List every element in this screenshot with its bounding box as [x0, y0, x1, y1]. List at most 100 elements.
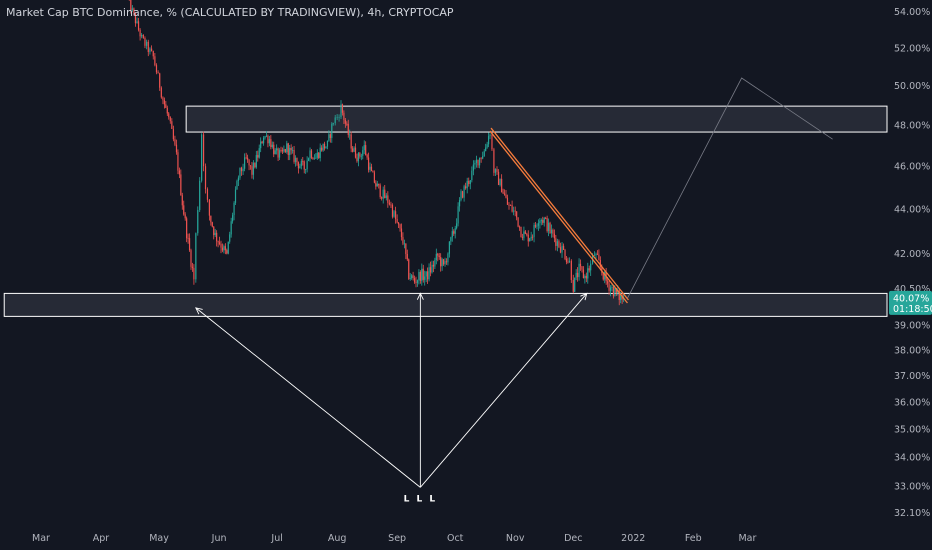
candle: [379, 183, 381, 199]
candle-body: [570, 260, 572, 280]
price-tick-label: 48.00%: [894, 121, 930, 132]
candle-body: [240, 167, 243, 172]
candle: [326, 140, 329, 150]
candle-body: [133, 8, 135, 14]
candle-body: [283, 149, 285, 152]
candle: [409, 272, 411, 281]
candle-body: [329, 134, 331, 138]
candle-body: [216, 232, 218, 242]
candle-body: [421, 268, 423, 281]
candle-body: [321, 147, 323, 151]
price-tick-label: 34.00%: [894, 453, 930, 464]
candle: [321, 145, 323, 152]
candle-body: [232, 215, 234, 222]
candle-body: [428, 267, 430, 280]
candle: [582, 266, 585, 279]
candle-body: [458, 200, 461, 207]
candle-body: [438, 255, 440, 258]
candle-body: [608, 283, 610, 291]
candle-body: [564, 249, 566, 260]
candle-body: [319, 147, 321, 159]
time-tick-label: Sep: [388, 533, 406, 544]
candle: [175, 139, 178, 155]
candle: [260, 137, 262, 153]
candle-body: [385, 195, 387, 199]
candle-body: [322, 143, 324, 151]
candle: [578, 258, 580, 281]
price-tick-label: 50.00%: [894, 81, 930, 92]
candle-body: [183, 205, 185, 215]
candle: [352, 146, 354, 153]
candle: [539, 218, 541, 229]
candle: [165, 100, 167, 108]
candle-body: [382, 189, 384, 199]
candle: [415, 276, 417, 288]
candle: [378, 183, 380, 189]
candle: [234, 186, 237, 205]
candle-body: [427, 271, 429, 280]
candle: [240, 166, 243, 176]
candle: [216, 230, 218, 247]
candle-body: [584, 275, 586, 278]
candle-body: [206, 189, 209, 200]
candle-body: [403, 243, 405, 245]
candle: [211, 221, 213, 228]
candle-body: [596, 253, 599, 255]
candle-body: [408, 259, 410, 279]
candle-body: [415, 282, 417, 284]
support-zone: [3, 292, 888, 317]
candle: [556, 238, 558, 252]
candle: [517, 217, 519, 228]
candle: [226, 248, 228, 255]
arrow-head-3: [580, 292, 588, 301]
time-tick-label: Nov: [506, 533, 525, 544]
candle-body: [323, 143, 326, 149]
candle-body: [139, 29, 141, 37]
candle: [302, 157, 304, 166]
candle-body: [267, 135, 269, 144]
candle-body: [171, 121, 173, 129]
time-axis: Mar Apr May Jun Jul Aug Sep Oct Nov Dec 2022 Feb Mar: [32, 533, 756, 544]
candle: [162, 96, 164, 105]
candle: [213, 226, 215, 240]
candle: [278, 148, 281, 161]
candle: [577, 267, 579, 282]
candle: [564, 248, 566, 261]
candle: [284, 148, 286, 153]
candle: [543, 216, 545, 227]
candle-body: [482, 156, 484, 159]
candle-body: [180, 174, 182, 196]
candle-body: [226, 250, 228, 254]
candle-body: [204, 166, 207, 190]
candle-body: [255, 155, 257, 168]
arrow-line-3: [420, 293, 588, 488]
candle-body: [429, 267, 432, 273]
candle: [188, 233, 191, 252]
candle-body: [460, 191, 462, 201]
candle: [130, 0, 132, 14]
candle-body: [405, 243, 407, 254]
candle: [303, 160, 305, 174]
candle-body: [142, 34, 144, 39]
candle: [382, 186, 384, 204]
candle-body: [249, 165, 252, 167]
candle-body: [214, 232, 216, 236]
candle: [460, 189, 462, 202]
candle: [141, 33, 143, 39]
candle-body: [508, 204, 510, 206]
candle-body: [412, 275, 414, 279]
candle: [574, 277, 576, 293]
candle: [233, 201, 235, 221]
candle-body: [359, 153, 361, 157]
candle-body: [281, 150, 284, 152]
candle-body: [545, 217, 547, 219]
candle: [435, 248, 437, 265]
candle-body: [587, 268, 589, 279]
arrow-head-2: [416, 292, 424, 300]
candle: [458, 197, 461, 212]
candle: [399, 223, 401, 232]
candle-body: [486, 144, 488, 148]
candle-body: [369, 166, 371, 170]
candle: [289, 144, 291, 161]
